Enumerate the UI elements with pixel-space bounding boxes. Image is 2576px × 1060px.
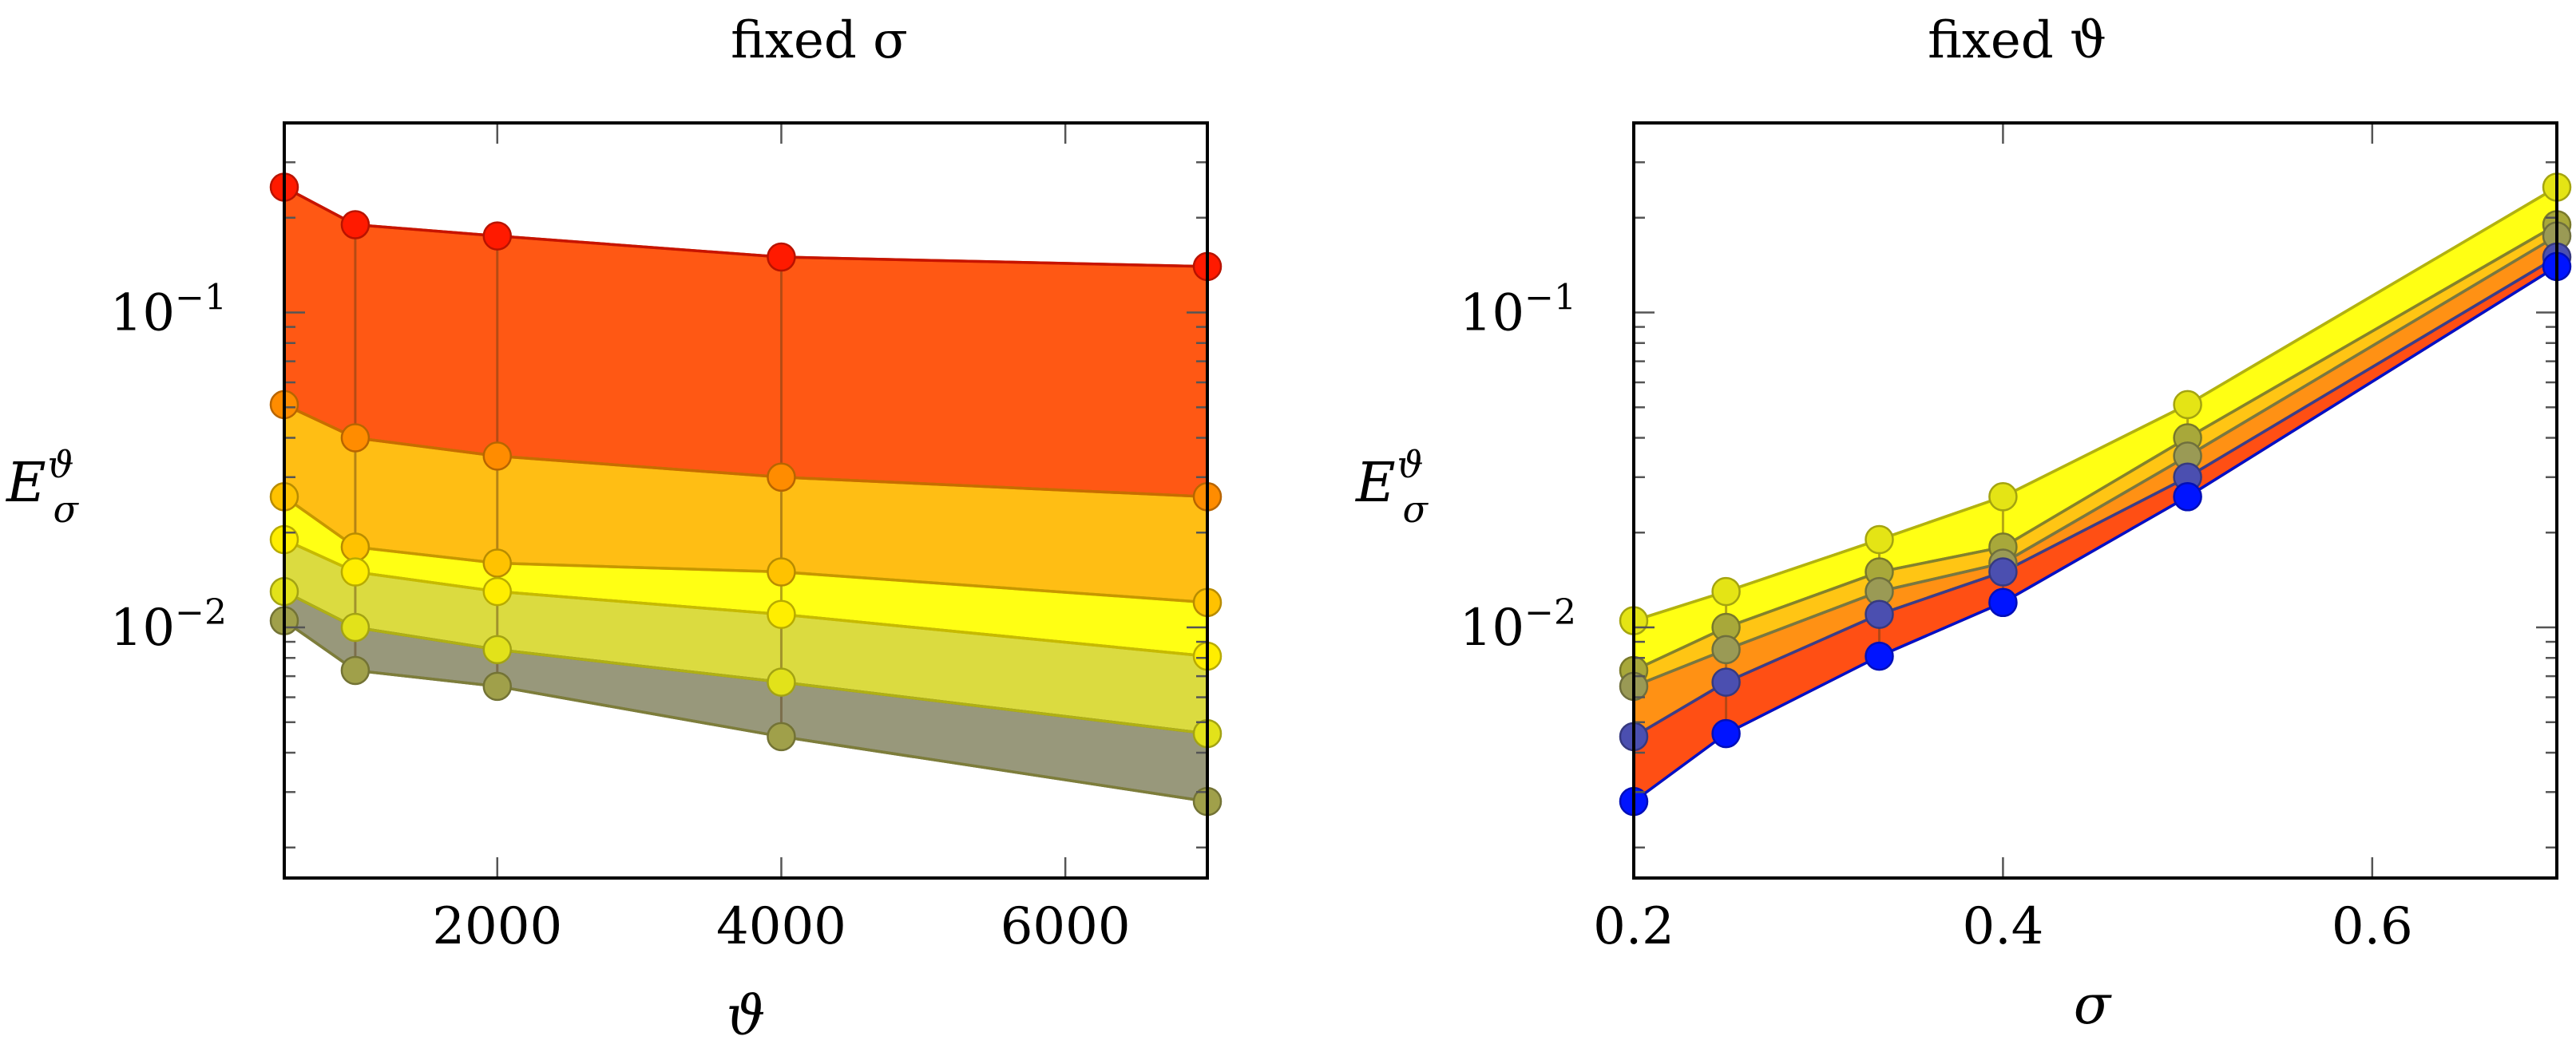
x-tick-label: 6000 [1001,897,1131,956]
data-point [767,242,796,272]
data-point [482,635,513,665]
data-point [1865,641,1894,671]
data-point [340,423,371,453]
x-tick-label: 4000 [716,897,846,956]
series-line [1633,235,2558,688]
y-axis-label: Eϑ σ [5,443,80,531]
data-point [1711,718,1741,749]
y-tick-label: 10−2 [1460,592,1576,658]
x-axis-label: σ [2074,974,2112,1037]
axis-ticks [284,121,1207,878]
data-point [767,462,796,492]
y-tick-labels: 10−2 10−1 [110,278,227,659]
data-point [340,210,371,239]
x-tick-labels: 0.2 0.4 0.6 [1593,897,2413,956]
axis-ticks [1632,121,2557,878]
series-line [1633,255,2558,738]
band-area [1632,185,2558,672]
data-point [340,532,371,562]
data-point [2173,482,2202,512]
y-axis-label: Eϑ σ [1354,443,1429,531]
data-point [482,441,513,471]
plot-bands [283,185,1209,803]
data-point [1988,557,2018,587]
data-point [2173,390,2202,420]
series-line [1633,223,2558,672]
chart-title: fixed ϑ [1928,11,2106,70]
data-point [767,667,796,697]
plot-frame [283,121,1209,880]
data-point [1711,667,1741,697]
series-line [1633,186,2558,623]
data-point [1865,524,1894,555]
data-point [1865,599,1894,629]
data-point [340,612,371,643]
plot-frame [1632,121,2558,880]
plot-series-lines [1632,186,2558,803]
data-point [482,548,513,578]
x-tick-label: 0.6 [2332,897,2413,956]
x-tick-label: 2000 [432,897,562,956]
x-axis-label: ϑ [727,985,766,1048]
y-tick-label: 10−2 [110,592,227,658]
chart-title: fixed σ [731,11,908,70]
series-line [1632,265,2558,803]
x-tick-label: 0.4 [1963,897,2044,956]
data-point [482,221,513,251]
data-point [482,576,513,607]
y-tick-label: 10−1 [110,278,227,343]
y-tick-labels: 10−2 10−1 [1460,278,1576,659]
data-point [1711,576,1741,607]
data-point [767,557,796,587]
data-point [340,655,371,686]
data-point [340,557,371,587]
data-point [482,671,513,702]
data-point [1988,587,2018,618]
chart-fixed-sigma: fixed σ 2000 4000 6000 10−2 10−1 ϑ Eϑ σ [5,11,1223,1048]
data-point [767,722,796,752]
plot-markers [269,172,1223,817]
x-tick-label: 0.2 [1593,897,1674,956]
data-point [1711,635,1741,665]
chart-fixed-theta: fixed ϑ 0.2 0.4 0.6 10−2 10−1 σ Eϑ σ [1354,11,2572,1037]
data-point [767,599,796,629]
x-tick-labels: 2000 4000 6000 [432,897,1130,956]
data-point [1988,482,2018,512]
y-tick-label: 10−1 [1460,278,1576,343]
